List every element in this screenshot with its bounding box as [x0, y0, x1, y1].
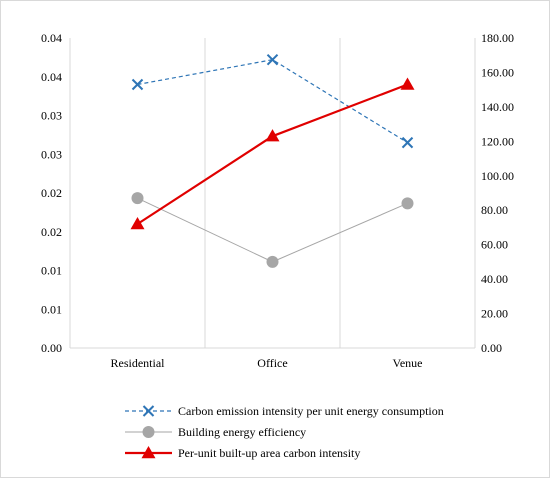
series-2-point	[266, 255, 279, 268]
series-2-point	[131, 192, 144, 205]
series-1-line	[137, 59, 408, 144]
right-axis-tick-label: 140.00	[481, 100, 514, 114]
right-axis-tick-label: 120.00	[481, 134, 514, 148]
series-3-point	[130, 217, 145, 230]
right-axis-tick-label: 160.00	[481, 65, 514, 79]
left-axis-tick-label: 0.03	[41, 109, 62, 123]
legend-label: Per-unit built-up area carbon intensity	[178, 446, 360, 460]
series-2	[131, 192, 414, 268]
x-marker-stroke	[401, 136, 414, 149]
right-axis-tick-label: 0.00	[481, 341, 502, 355]
series-1	[131, 53, 414, 149]
right-axis-tick-label: 180.00	[481, 31, 514, 45]
legend-item-3: Per-unit built-up area carbon intensity	[125, 446, 360, 460]
legend-item-1: Carbon emission intensity per unit energ…	[125, 404, 444, 418]
legend-swatch-marker	[141, 446, 156, 459]
legend-item-2: Building energy efficiency	[125, 425, 306, 439]
gridlines	[69, 38, 476, 348]
right-axis-tick-label: 60.00	[481, 238, 508, 252]
x-marker-stroke	[131, 78, 144, 91]
x-marker-stroke	[266, 53, 279, 66]
x-marker-stroke	[142, 405, 155, 417]
x-axis-tick-label: Office	[257, 356, 287, 370]
left-axis-tick-label: 0.04	[41, 70, 62, 84]
series-3	[130, 77, 415, 230]
left-axis-tick-label: 0.03	[41, 147, 62, 161]
left-axis-tick-label: 0.02	[41, 186, 62, 200]
left-axis-tick-label: 0.00	[41, 341, 62, 355]
left-axis-tick-label: 0.01	[41, 264, 62, 278]
legend-swatch-marker	[142, 426, 155, 438]
right-axis-tick-label: 100.00	[481, 169, 514, 183]
series-1-point	[401, 136, 414, 149]
series-1-point	[131, 78, 144, 91]
x-axis-tick-label: Residential	[111, 356, 166, 370]
left-axis-tick-label: 0.02	[41, 225, 62, 239]
legend-label: Building energy efficiency	[178, 425, 306, 439]
series-2-point	[401, 197, 414, 210]
series-layer	[130, 53, 415, 268]
left-axis-tick-label: 0.01	[41, 302, 62, 316]
series-3-point	[265, 129, 280, 142]
right-axis-tick-label: 80.00	[481, 203, 508, 217]
right-axis-tick-label: 40.00	[481, 272, 508, 286]
left-axis-tick-label: 0.04	[41, 31, 62, 45]
legend-label: Carbon emission intensity per unit energ…	[178, 404, 444, 418]
right-axis-tick-label: 20.00	[481, 307, 508, 321]
legend-swatch-marker	[142, 405, 155, 417]
axes: 0.00 0.01 0.01 0.02 0.02 0.03 0.03 0.04 0.04 0.00…	[41, 31, 514, 370]
x-axis-tick-label: Venue	[393, 356, 423, 370]
series-3-point	[400, 77, 415, 90]
series-1-point	[266, 53, 279, 66]
legend: Carbon emission intensity per unit energ…	[125, 404, 444, 460]
